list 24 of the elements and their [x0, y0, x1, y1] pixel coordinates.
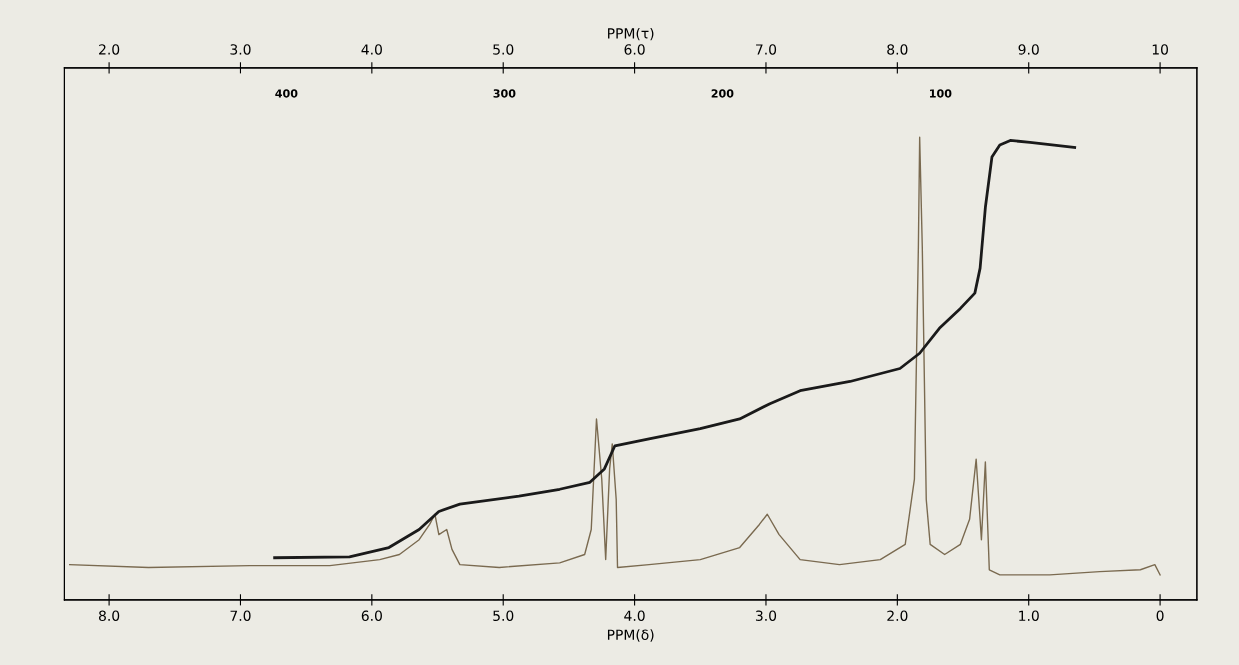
x2-tick-label: 4.0: [361, 44, 382, 55]
x-tick-label: 1.0: [1019, 610, 1039, 621]
x-tick-label: 7.0: [230, 610, 251, 621]
x-tick-label: 2.0: [887, 610, 908, 621]
x2-tick-label: 10: [1152, 44, 1168, 55]
text: 300: [493, 89, 516, 98]
text: 100: [930, 89, 952, 98]
x-tick-label: 8.0: [98, 610, 120, 621]
text: 400: [275, 89, 298, 98]
x2-tick-label: 7.0: [756, 44, 777, 55]
x-tick-label: 4.0: [624, 610, 645, 621]
x2-tick-label: 5.0: [493, 44, 514, 55]
x-tick-label: 5.0: [493, 610, 514, 621]
x2-tick-label: 9.0: [1018, 44, 1039, 55]
x-tick-label: 0: [1156, 610, 1164, 621]
x2-tick-label: 8.0: [887, 44, 908, 55]
text: 200: [711, 89, 734, 98]
x-axis-title: PPM(δ): [607, 629, 654, 642]
x2-tick-label: 6.0: [624, 44, 645, 55]
x2-axis-title: PPM(τ): [608, 27, 654, 41]
x-tick-label: 6.0: [361, 610, 382, 621]
x-tick-label: 3.0: [755, 610, 777, 621]
x2-tick-label: 3.0: [230, 44, 251, 55]
x2-tick-label: 2.0: [99, 44, 120, 55]
